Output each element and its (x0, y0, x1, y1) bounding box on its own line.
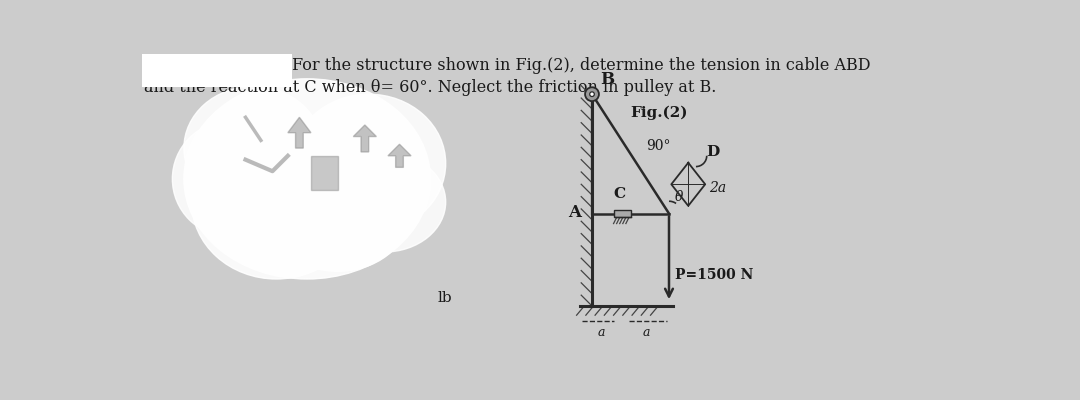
Bar (311, 156, 338, 190)
Text: lb: lb (438, 291, 453, 305)
Text: a: a (643, 326, 650, 339)
Text: a: a (598, 326, 606, 339)
Ellipse shape (292, 94, 446, 233)
Text: For the structure shown in Fig.(2), determine the tension in cable ABD: For the structure shown in Fig.(2), dete… (292, 57, 870, 74)
Text: C: C (612, 187, 625, 201)
Ellipse shape (191, 125, 361, 279)
Text: 90°: 90° (646, 139, 671, 153)
Text: D: D (706, 145, 719, 159)
Polygon shape (388, 144, 411, 167)
Bar (141, 54, 292, 86)
Text: 2a: 2a (710, 181, 726, 195)
Text: P=1500 N: P=1500 N (675, 268, 754, 282)
Text: Fig.(2): Fig.(2) (631, 106, 688, 120)
Ellipse shape (323, 152, 446, 252)
Text: θ: θ (675, 190, 684, 204)
Circle shape (590, 92, 594, 96)
Polygon shape (288, 117, 311, 148)
Ellipse shape (173, 121, 288, 237)
Text: A: A (568, 204, 581, 220)
Bar (615, 210, 632, 218)
Text: B: B (599, 71, 613, 88)
Ellipse shape (269, 164, 407, 271)
Circle shape (585, 87, 599, 101)
Ellipse shape (184, 86, 323, 210)
Polygon shape (353, 125, 377, 152)
Ellipse shape (184, 79, 430, 279)
Text: and the reaction at C when θ= 60°. Neglect the friction in pulley at B.: and the reaction at C when θ= 60°. Negle… (144, 79, 716, 96)
